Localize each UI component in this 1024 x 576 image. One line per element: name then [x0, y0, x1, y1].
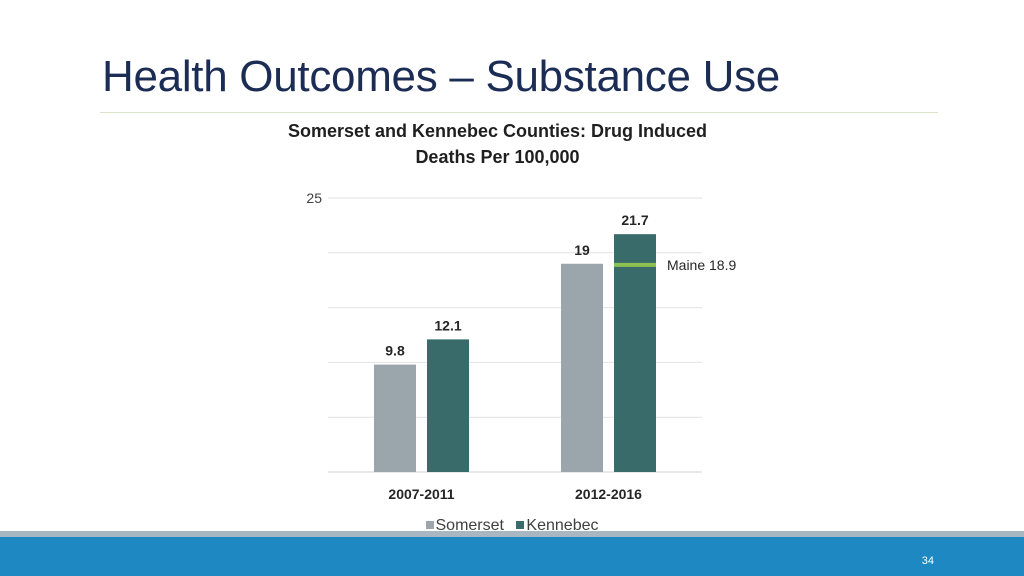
data-label-somerset-2012-2016: 19: [574, 242, 590, 258]
maine-reference-label: Maine 18.9: [667, 257, 736, 273]
chart-title: Somerset and Kennebec Counties: Drug Ind…: [230, 118, 765, 170]
slide-title: Health Outcomes – Substance Use: [102, 52, 780, 101]
legend-swatch-somerset: [425, 521, 434, 529]
footer-stripe: [0, 531, 1024, 537]
x-category-label: 2012-2016: [575, 486, 642, 502]
legend-swatch-kennebec: [516, 521, 525, 529]
data-label-kennebec-2007-2011: 12.1: [434, 317, 461, 333]
y-tick-label: 25: [306, 190, 322, 206]
data-label-somerset-2007-2011: 9.8: [385, 343, 405, 359]
bar-somerset-2007-2011: [374, 364, 416, 472]
chart-title-line-1: Somerset and Kennebec Counties: Drug Ind…: [287, 121, 708, 141]
bar-kennebec-2012-2016: [614, 234, 656, 472]
legend-label-somerset: Somerset: [435, 517, 504, 534]
x-category-label: 2007-2011: [388, 486, 454, 502]
bar-somerset-2012-2016: [561, 263, 603, 472]
title-divider: [100, 112, 938, 113]
legend-item-kennebec: Kennebec: [516, 517, 598, 535]
chart-title-line-2: Deaths Per 100,000: [415, 147, 580, 167]
chart-legend: Somerset Kennebec: [0, 517, 1024, 535]
data-label-kennebec-2012-2016: 21.7: [621, 212, 648, 228]
footer-bar: 34: [0, 531, 1024, 576]
bar-kennebec-2007-2011: [427, 339, 469, 472]
footer-band: 34: [0, 537, 1024, 576]
legend-item-somerset: Somerset: [425, 517, 504, 535]
page-number: 34: [921, 555, 934, 567]
legend-label-kennebec: Kennebec: [526, 517, 599, 534]
